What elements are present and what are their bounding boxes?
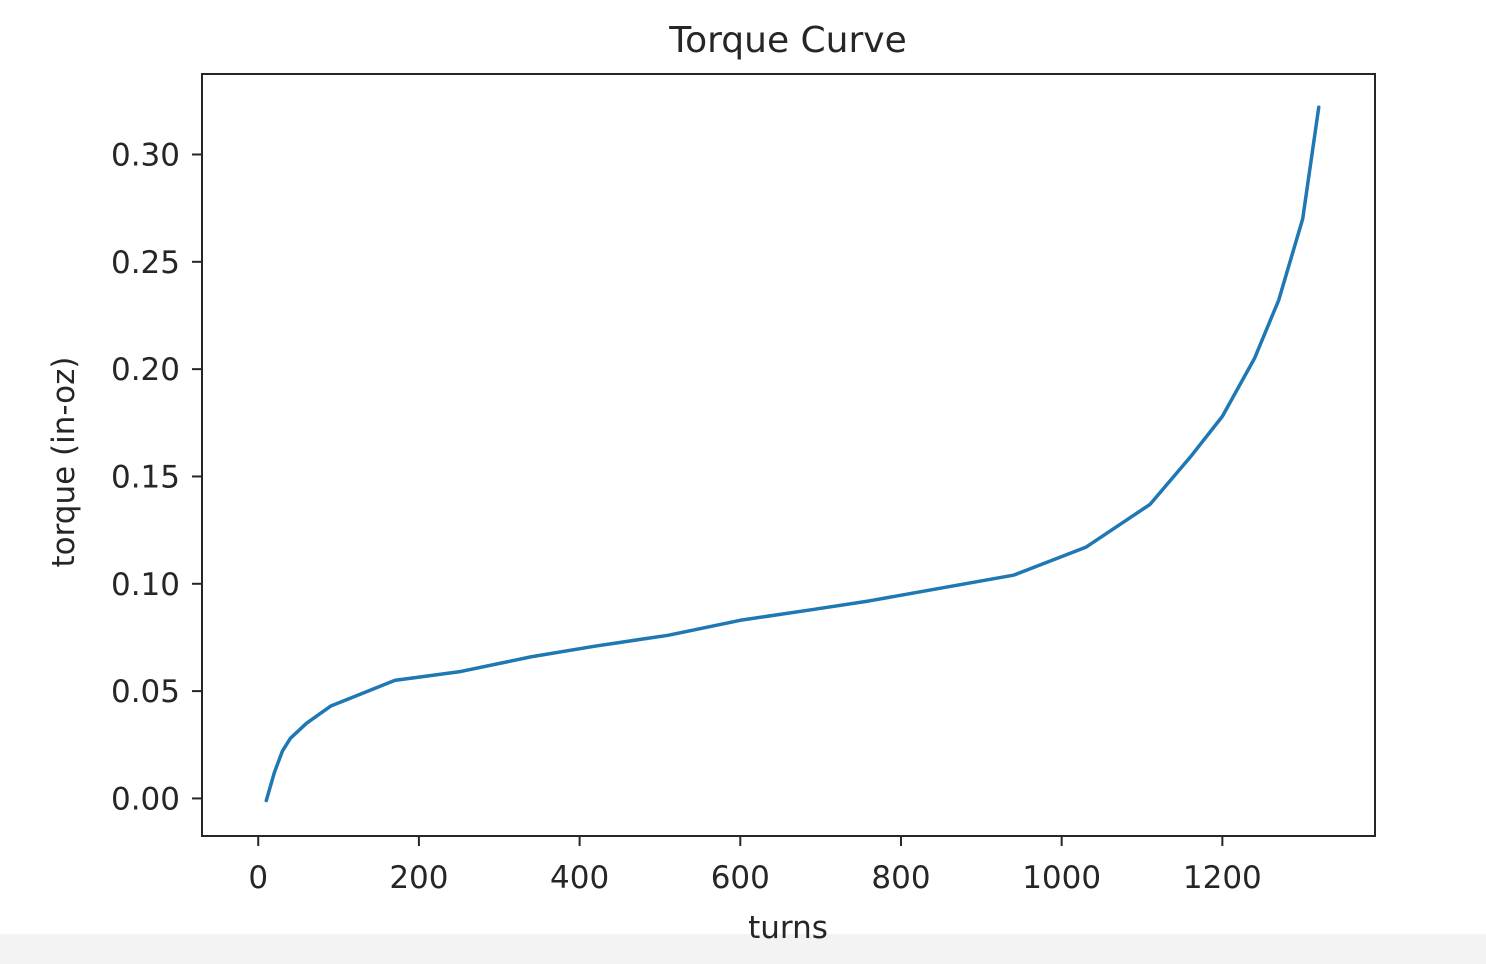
x-tick-label: 1200 <box>1183 860 1262 896</box>
y-tick-label: 0.10 <box>111 567 180 603</box>
bottom-strip <box>0 934 1486 964</box>
y-tick-label: 0.00 <box>111 781 180 817</box>
plot-frame <box>201 73 1376 837</box>
axes-group: 0 200 400 600 800 1000 1200 0.00 0.05 0.10 0.15 0.2… <box>111 137 1262 896</box>
y-tick-label: 0.20 <box>111 352 180 388</box>
y-axis-label: torque (in-oz) <box>46 356 82 567</box>
x-axis-label: turns <box>748 910 828 946</box>
x-tick-label: 600 <box>711 860 770 896</box>
chart-title: Torque Curve <box>668 20 907 61</box>
x-tick-label: 0 <box>248 860 268 896</box>
x-tick-label: 200 <box>389 860 448 896</box>
y-tick-label: 0.15 <box>111 459 180 495</box>
series-line <box>264 105 1321 803</box>
x-tick-label: 400 <box>550 860 609 896</box>
x-tick-label: 800 <box>871 860 930 896</box>
y-tick-label: 0.30 <box>111 137 180 173</box>
x-tick-label: 1000 <box>1022 860 1101 896</box>
y-tick-label: 0.25 <box>111 245 180 281</box>
y-tick-label: 0.05 <box>111 674 180 710</box>
